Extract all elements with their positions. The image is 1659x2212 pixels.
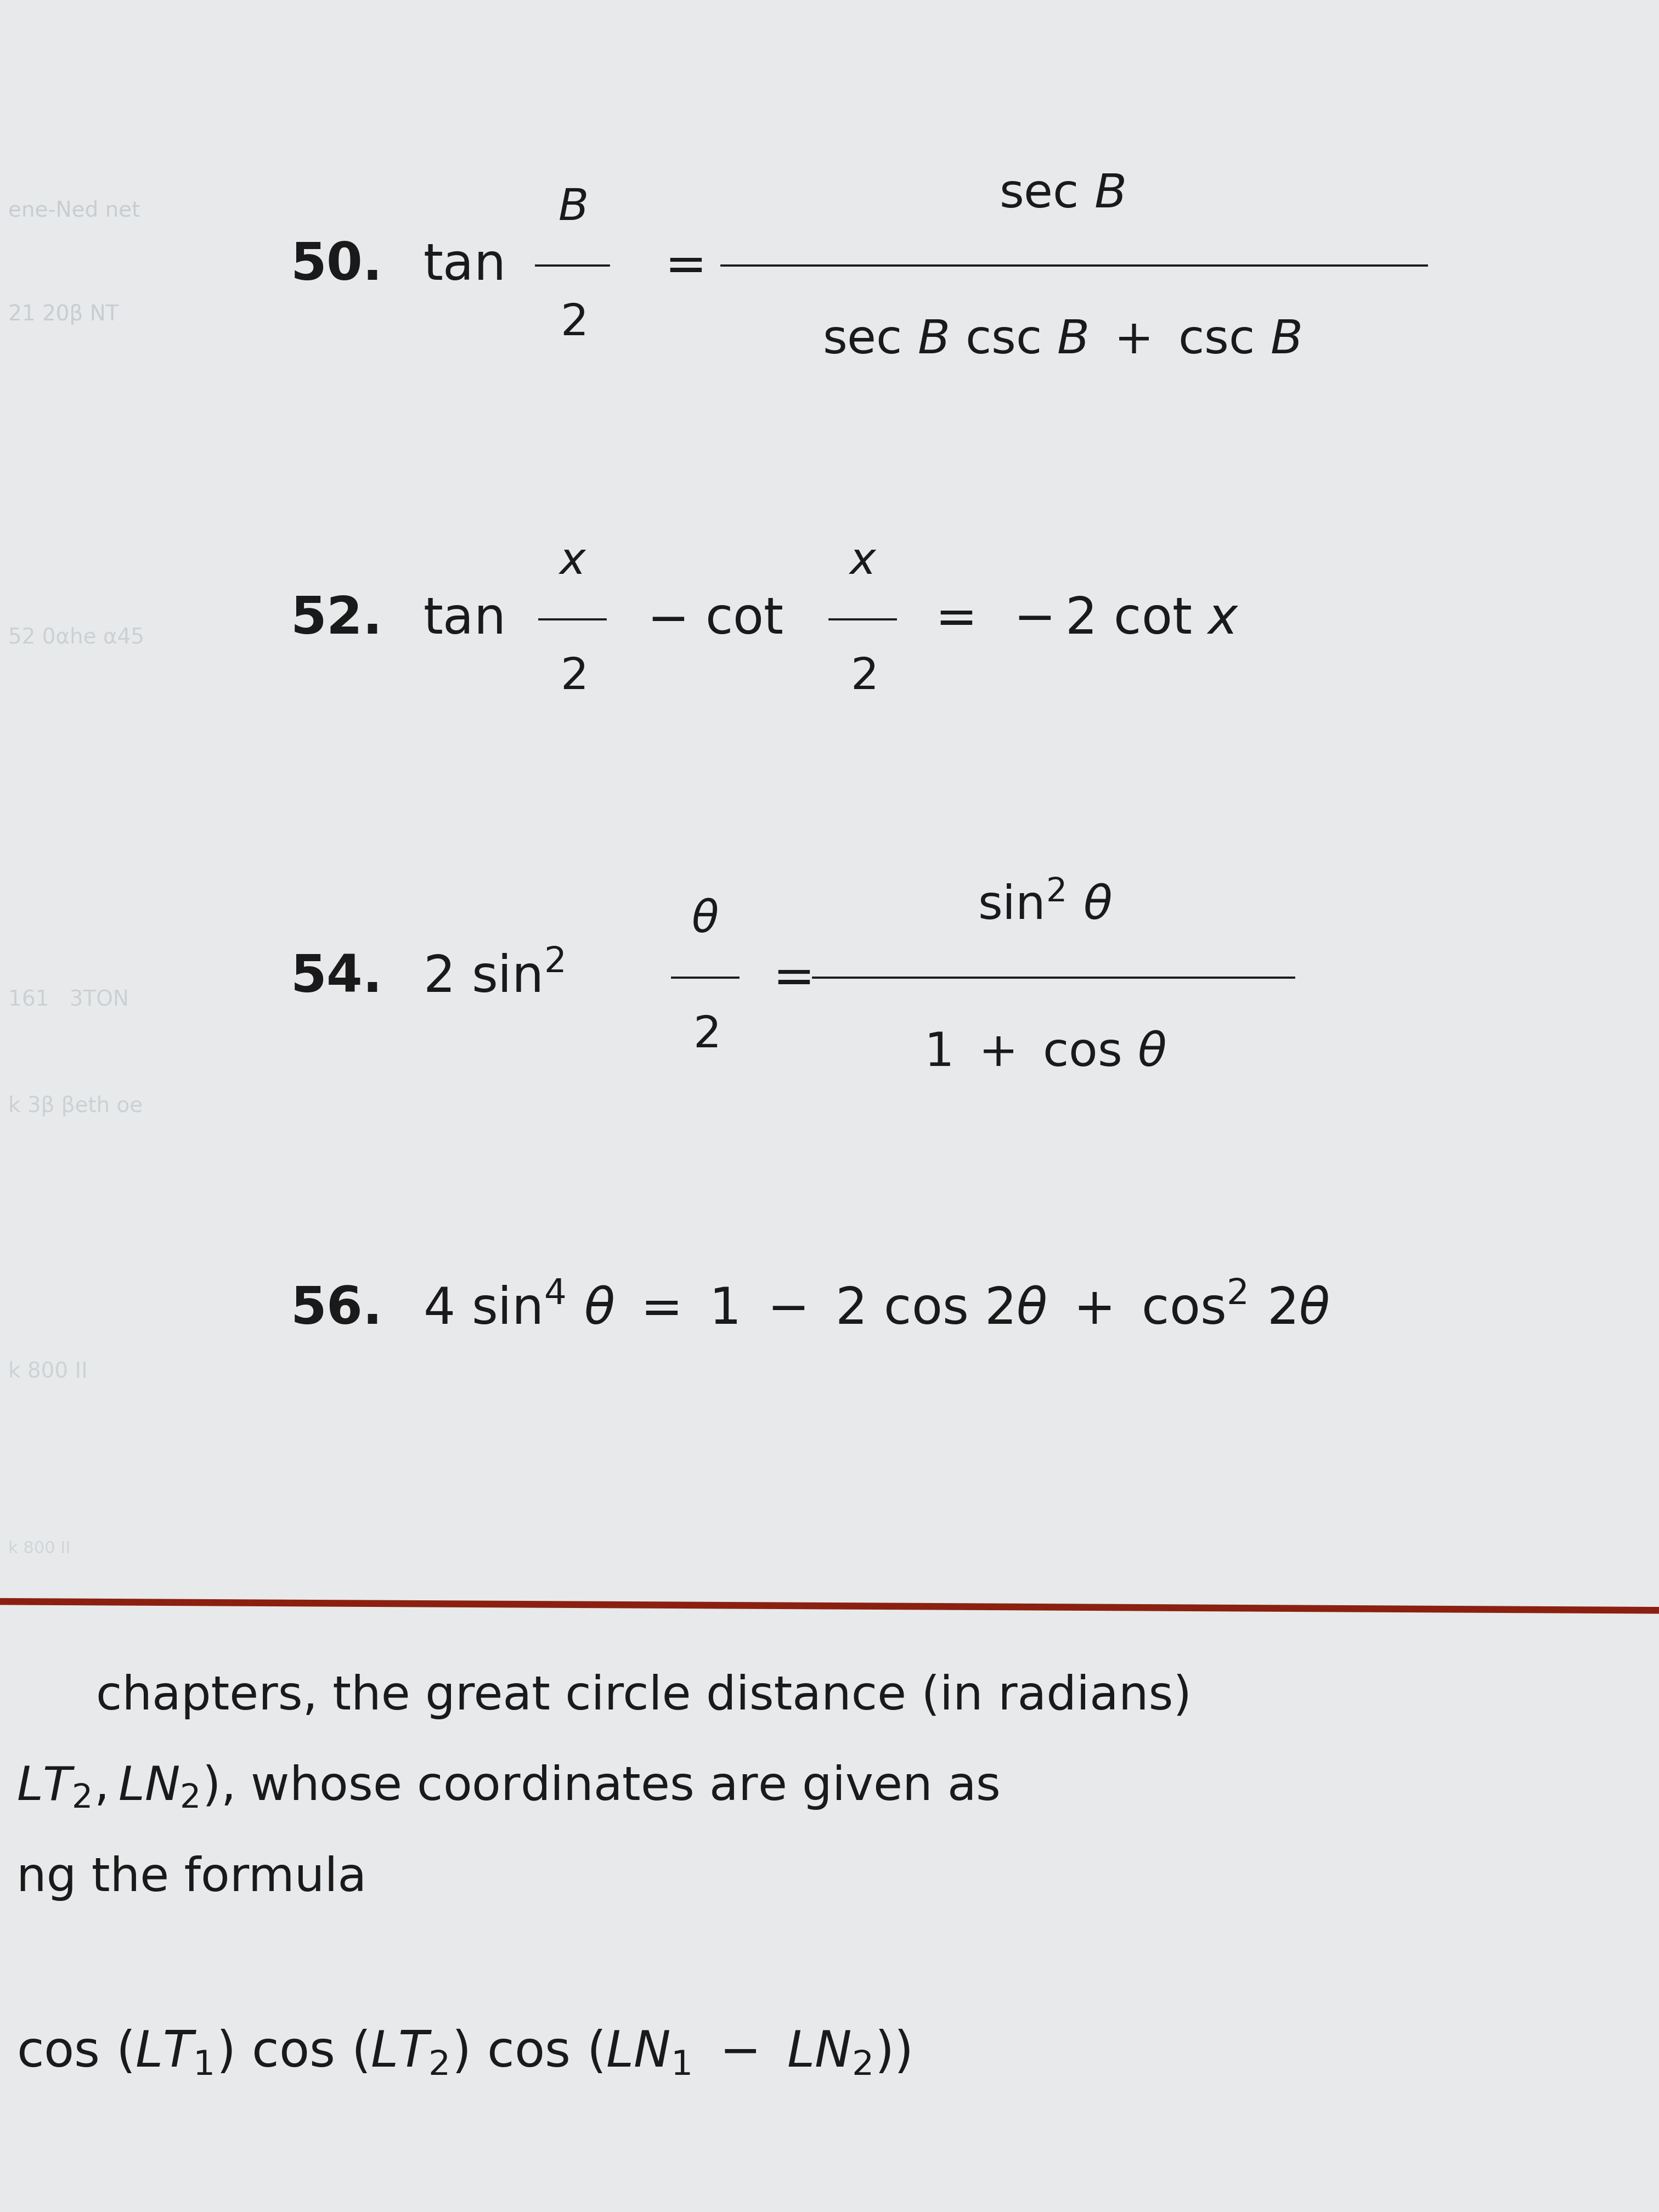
Text: $\mathbf{50.}$: $\mathbf{50.}$ [290, 241, 378, 290]
Text: $\mathrm{sec}\ \mathit{B}$: $\mathrm{sec}\ \mathit{B}$ [999, 173, 1125, 217]
Text: $\mathit{\theta}$: $\mathit{\theta}$ [692, 898, 718, 942]
Text: $\mathit{B}$: $\mathit{B}$ [557, 186, 587, 230]
Text: k 800 II: k 800 II [8, 1360, 88, 1383]
Text: $2$: $2$ [693, 1013, 717, 1057]
Text: $=\ -2\ \mathrm{cot}\ \mathit{x}$: $=\ -2\ \mathrm{cot}\ \mathit{x}$ [926, 595, 1239, 644]
Text: 52 0αhe α45: 52 0αhe α45 [8, 626, 144, 648]
Text: $4\ \mathrm{sin}^4\ \mathit{\theta}\ =\ 1\ -\ 2\ \mathrm{cos}\ 2\mathit{\theta}\: $4\ \mathrm{sin}^4\ \mathit{\theta}\ =\ … [423, 1285, 1331, 1334]
Text: $2$: $2$ [561, 301, 584, 345]
Text: $\mathbf{54.}$: $\mathbf{54.}$ [290, 953, 378, 1002]
Text: 161   3TON: 161 3TON [8, 989, 129, 1011]
Text: $\mathrm{sin}^2\ \mathit{\theta}$: $\mathrm{sin}^2\ \mathit{\theta}$ [977, 885, 1113, 929]
Text: k 3β βeth oe: k 3β βeth oe [8, 1095, 143, 1117]
Text: ng the formula: ng the formula [17, 1856, 367, 1900]
Text: ene-Ned net: ene-Ned net [8, 199, 139, 221]
Text: $\mathrm{tan}$: $\mathrm{tan}$ [423, 241, 503, 290]
Text: $\mathit{x}$: $\mathit{x}$ [848, 540, 878, 584]
Text: $\mathit{x}$: $\mathit{x}$ [557, 540, 587, 584]
Text: $\mathrm{cot}$: $\mathrm{cot}$ [705, 595, 783, 644]
Text: $\mathbf{52.}$: $\mathbf{52.}$ [290, 595, 378, 644]
Text: $\mathrm{tan}$: $\mathrm{tan}$ [423, 595, 503, 644]
Text: $\mathbf{56.}$: $\mathbf{56.}$ [290, 1285, 378, 1334]
Text: $2$: $2$ [561, 655, 584, 699]
Text: chapters, the great circle distance (in radians): chapters, the great circle distance (in … [96, 1674, 1191, 1719]
Text: $2$: $2$ [851, 655, 874, 699]
Text: $-$: $-$ [647, 595, 685, 644]
Text: $\mathrm{cos}\ (\mathit{LT_1})\ \mathrm{cos}\ (\mathit{LT_2})\ \mathrm{cos}\ (\m: $\mathrm{cos}\ (\mathit{LT_1})\ \mathrm{… [17, 2028, 911, 2077]
Text: $\mathrm{sec}\ \mathit{B}\ \mathrm{csc}\ \mathit{B}\ +\ \mathrm{csc}\ \mathit{B}: $\mathrm{sec}\ \mathit{B}\ \mathrm{csc}\… [823, 319, 1301, 363]
Text: $=$: $=$ [655, 241, 703, 290]
Text: $1\ +\ \mathrm{cos}\ \mathit{\theta}$: $1\ +\ \mathrm{cos}\ \mathit{\theta}$ [924, 1031, 1166, 1075]
Text: $2\ \mathrm{sin}^2$: $2\ \mathrm{sin}^2$ [423, 953, 564, 1002]
Text: 21 20β NT: 21 20β NT [8, 303, 119, 325]
Text: $\mathit{LT_2, LN_2}$), whose coordinates are given as: $\mathit{LT_2, LN_2}$), whose coordinate… [17, 1763, 999, 1812]
Text: $=$: $=$ [763, 953, 811, 1002]
Text: k 800 II: k 800 II [8, 1540, 70, 1557]
